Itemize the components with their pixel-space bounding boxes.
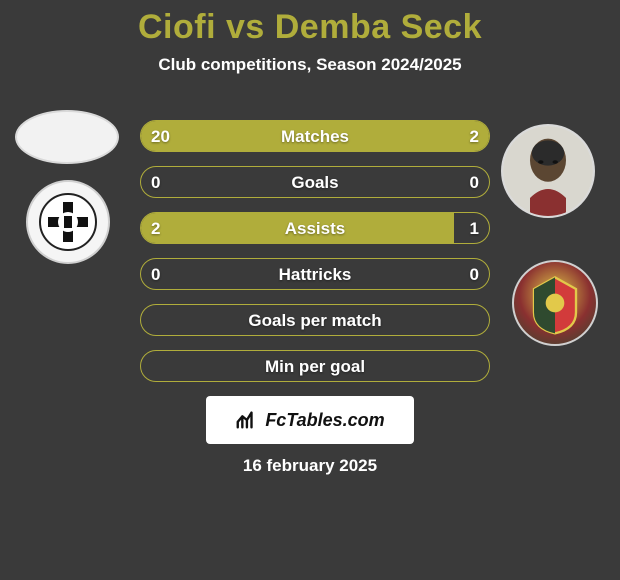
stat-right-value: 0 bbox=[470, 259, 479, 290]
source-banner: FcTables.com bbox=[206, 396, 414, 444]
fctables-logo-icon bbox=[235, 409, 257, 431]
stat-label: Min per goal bbox=[141, 351, 489, 382]
date-text: 16 february 2025 bbox=[0, 456, 620, 476]
subtitle: Club competitions, Season 2024/2025 bbox=[0, 55, 620, 75]
stat-label: Hattricks bbox=[141, 259, 489, 290]
stat-bar-left bbox=[141, 121, 489, 151]
comparison-card: Ciofi vs Demba Seck Club competitions, S… bbox=[0, 0, 620, 580]
stats-bars: 20 Matches 2 0 Goals 0 2 Assists 1 0 Hat… bbox=[140, 120, 490, 396]
club-right-crest-icon bbox=[520, 268, 590, 338]
stat-row: Goals per match bbox=[140, 304, 490, 336]
club-right-badge bbox=[512, 260, 598, 346]
banner-text: FcTables.com bbox=[265, 410, 384, 431]
page-title: Ciofi vs Demba Seck bbox=[0, 0, 620, 47]
club-left-badge bbox=[26, 180, 110, 264]
club-left-crest-icon bbox=[38, 192, 98, 252]
stat-row: 0 Hattricks 0 bbox=[140, 258, 490, 290]
stat-left-value: 0 bbox=[151, 259, 160, 290]
stat-row: 2 Assists 1 bbox=[140, 212, 490, 244]
stat-right-value: 1 bbox=[470, 213, 479, 244]
stat-label: Goals bbox=[141, 167, 489, 198]
stat-row: 0 Goals 0 bbox=[140, 166, 490, 198]
stat-left-value: 0 bbox=[151, 167, 160, 198]
player-silhouette-icon bbox=[503, 126, 593, 216]
stat-row: Min per goal bbox=[140, 350, 490, 382]
stat-right-value: 0 bbox=[470, 167, 479, 198]
player-left-photo bbox=[15, 110, 119, 164]
stat-label: Goals per match bbox=[141, 305, 489, 336]
player-right-photo bbox=[501, 124, 595, 218]
stat-row: 20 Matches 2 bbox=[140, 120, 490, 152]
stat-bar-left bbox=[141, 213, 454, 243]
